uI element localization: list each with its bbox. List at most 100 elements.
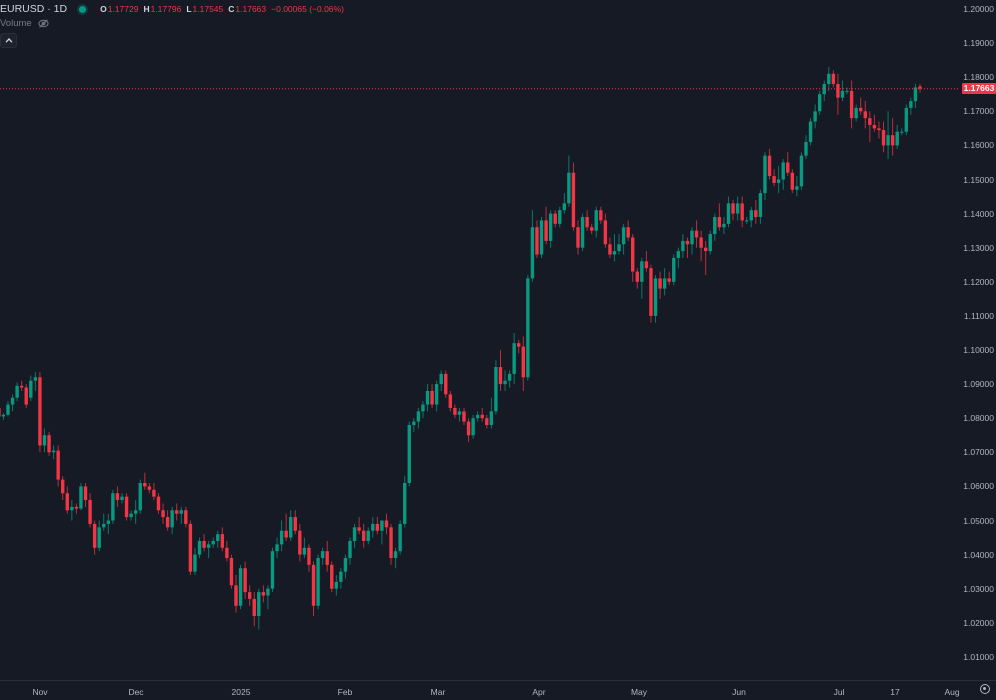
candle — [599, 206, 603, 224]
candle — [15, 382, 19, 402]
candle — [553, 210, 557, 228]
eye-off-icon[interactable] — [38, 19, 49, 28]
candle — [471, 414, 475, 439]
time-tick: Nov — [32, 687, 48, 697]
candle — [97, 520, 101, 552]
candle — [115, 486, 120, 507]
candle — [252, 592, 256, 627]
candle — [653, 274, 658, 323]
candle — [890, 118, 895, 156]
candle — [325, 540, 329, 572]
price-tick: 1.05000 — [963, 515, 994, 526]
candle — [211, 537, 215, 548]
candle — [261, 585, 266, 603]
price-tick: 1.12000 — [963, 276, 994, 287]
candle — [507, 370, 512, 388]
candle — [854, 104, 858, 122]
candle — [357, 517, 361, 535]
candle — [621, 223, 626, 255]
collapse-legend-button[interactable] — [0, 33, 17, 48]
volume-indicator-legend[interactable]: Volume — [0, 18, 49, 29]
candle — [831, 70, 836, 88]
candle — [412, 418, 416, 432]
candle — [726, 196, 731, 228]
time-tick: Apr — [532, 687, 546, 697]
candle — [717, 203, 722, 231]
candle — [275, 537, 279, 559]
candle — [676, 247, 681, 269]
candle — [526, 274, 530, 381]
candle — [836, 73, 840, 115]
candle — [206, 540, 211, 559]
candle — [320, 547, 325, 565]
candle — [216, 530, 220, 548]
price-tick: 1.03000 — [963, 583, 994, 594]
price-tick: 1.02000 — [963, 617, 994, 628]
time-tick: Jun — [732, 687, 746, 697]
time-tick: Dec — [128, 687, 144, 697]
time-tick: Aug — [944, 687, 960, 697]
candle — [348, 537, 352, 565]
candle — [133, 500, 138, 524]
candle — [266, 585, 270, 610]
candle — [65, 486, 69, 514]
candle — [544, 206, 548, 245]
time-tick: Mar — [430, 687, 446, 697]
candle — [33, 372, 38, 391]
price-tick: 1.07000 — [963, 447, 994, 458]
chart-plot-area[interactable] — [0, 0, 958, 680]
candle — [786, 152, 790, 177]
candle — [42, 428, 47, 453]
candle — [156, 493, 161, 514]
market-status-icon — [79, 5, 87, 13]
current-price-label: 1.17663 — [962, 83, 996, 95]
gear-icon[interactable] — [980, 684, 990, 694]
candle — [366, 527, 370, 545]
candle — [334, 575, 339, 596]
ohlc-values: O1.17729 H1.17796 L1.17545 C1.17663 −0.0… — [100, 4, 344, 14]
candle — [626, 220, 630, 241]
candle — [503, 370, 507, 391]
candle — [238, 564, 243, 610]
candle — [311, 561, 316, 616]
candle — [631, 234, 635, 282]
candle — [521, 336, 525, 391]
price-tick: 1.20000 — [963, 4, 994, 14]
candle — [813, 104, 817, 129]
candle — [389, 523, 393, 565]
candle — [257, 588, 261, 630]
candle — [562, 193, 567, 214]
candle — [6, 401, 10, 417]
candle — [147, 482, 152, 494]
symbol-title[interactable]: EURUSD · 1D — [0, 3, 68, 15]
candle — [713, 213, 717, 241]
price-tick: 1.15000 — [963, 174, 994, 185]
candle — [243, 561, 247, 599]
chevron-up-icon — [5, 38, 12, 43]
candle — [840, 80, 845, 102]
candle — [70, 500, 74, 521]
candle — [343, 554, 348, 579]
candle — [380, 520, 384, 545]
candle — [111, 489, 115, 524]
time-axis[interactable]: Nov Dec 2025 Feb Mar Apr May Jun Jul 17 Aug — [0, 680, 996, 700]
candle — [735, 196, 740, 221]
chart-legend: EURUSD · 1D O1.17729 H1.17796 L1.17545 C… — [0, 3, 344, 15]
close-value: 1.17663 — [235, 4, 267, 14]
candle — [886, 111, 890, 160]
candle — [51, 445, 56, 460]
candle — [662, 268, 667, 296]
candle — [667, 271, 671, 286]
price-tick: 1.08000 — [963, 413, 994, 424]
candle — [361, 523, 366, 548]
price-axis[interactable]: 1.20000 1.19000 1.18000 1.17000 1.16000 1.150… — [958, 0, 996, 680]
candle — [421, 401, 425, 419]
candle — [612, 234, 617, 262]
candle — [225, 540, 229, 562]
candle — [859, 97, 863, 115]
time-tick: 17 — [890, 687, 900, 697]
price-tick: 1.10000 — [963, 345, 994, 355]
candle — [371, 517, 375, 538]
candle — [398, 520, 402, 555]
candle — [61, 476, 65, 501]
